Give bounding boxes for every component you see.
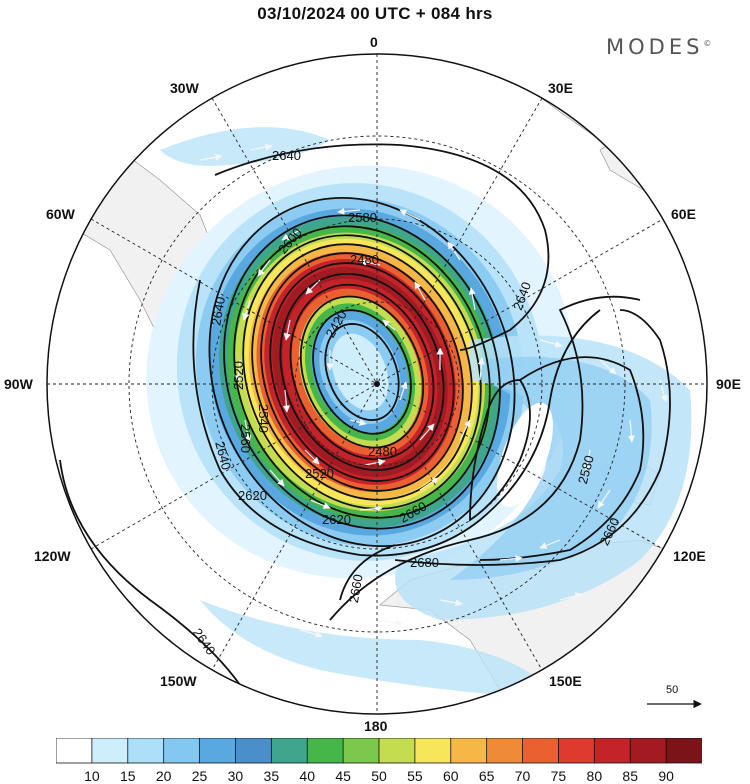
colorbar-tick-label: 20 xyxy=(155,768,172,784)
colorbar-tick-label: 85 xyxy=(622,768,639,784)
contour-label-2580: 2580 xyxy=(348,210,377,225)
brand-text: MODES xyxy=(606,35,704,59)
colorbar-swatch xyxy=(522,738,560,764)
colorbar-swatch xyxy=(593,738,631,764)
colorbar-tick-label: 30 xyxy=(227,768,244,784)
contour-label-2640-top: 2640 xyxy=(272,148,301,163)
lon-label-0: 0 xyxy=(370,34,378,50)
lon-label-30w: 30W xyxy=(170,80,199,96)
colorbar-tick-label: 70 xyxy=(514,768,531,784)
colorbar-swatch xyxy=(56,738,93,764)
map-border xyxy=(46,53,708,715)
wind-reference-label: 50 xyxy=(666,684,679,696)
lon-label-120w: 120W xyxy=(34,548,71,564)
colorbar-tick-label: 10 xyxy=(84,768,100,784)
colorbar-swatch xyxy=(306,738,344,764)
contour-label-2540: 2540 xyxy=(256,404,271,433)
colorbar-tick-label: 90 xyxy=(658,768,674,784)
contour-label-2480-bottom: 2480 xyxy=(368,444,397,459)
colorbar-swatch xyxy=(450,738,488,764)
colorbar-swatch xyxy=(629,738,667,764)
colorbar-swatch xyxy=(558,738,596,764)
height-contours xyxy=(59,143,671,701)
contour-label-2660-south: 2660 xyxy=(346,573,366,604)
contour-label-2580-inner: 2520 xyxy=(231,361,246,390)
lon-label-150w: 150W xyxy=(160,673,197,689)
wind-vectors xyxy=(199,143,668,638)
colorbar-swatch xyxy=(235,738,273,764)
colorbar-swatch xyxy=(378,738,416,764)
brand-logo: MODES© xyxy=(606,35,711,59)
colorbar-swatch xyxy=(199,738,237,764)
north-pole-marker xyxy=(374,381,380,387)
lon-label-120e: 120E xyxy=(673,548,706,564)
colorbar-tick-label: 35 xyxy=(263,768,280,784)
colorbar-tick-label: 60 xyxy=(442,768,459,784)
colorbar-swatch xyxy=(665,738,702,764)
contour-label-2640-west: 2640 xyxy=(208,295,228,326)
contour-label-2680: 2680 xyxy=(410,555,439,570)
lon-label-60e: 60E xyxy=(671,206,696,222)
secondary-wind-shading xyxy=(160,127,692,700)
contour-label-2640-sw: 2640 xyxy=(212,440,234,472)
colorbar-tick-label: 55 xyxy=(407,768,423,784)
lon-label-60w: 60W xyxy=(46,206,75,222)
colorbar-tick-label: 65 xyxy=(478,768,495,784)
lon-label-150e: 150E xyxy=(549,673,582,689)
colorbar-tick-label: 25 xyxy=(191,768,208,784)
colorbar-tick-label: 45 xyxy=(335,768,351,784)
colorbar-tick-label: 40 xyxy=(299,768,316,784)
map-title: 03/10/2024 00 UTC + 084 hrs xyxy=(257,4,493,23)
colorbar-swatch xyxy=(486,738,524,764)
contour-label-2620-left: 2620 xyxy=(238,488,267,503)
colorbar-tick-label: 75 xyxy=(550,768,567,784)
contour-label-2480-top: 2480 xyxy=(350,252,379,267)
contour-label-2560: 2560 xyxy=(238,424,253,453)
colorbar-tick-label: 50 xyxy=(371,768,387,784)
lon-label-90w: 90W xyxy=(4,376,33,392)
contour-label-2580-east: 2580 xyxy=(575,454,597,486)
colorbar-swatch xyxy=(414,738,452,764)
lon-label-180: 180 xyxy=(364,718,388,734)
colorbar-swatch xyxy=(91,738,129,764)
contour-label-2520-bottom: 2520 xyxy=(305,466,334,481)
colorbar-tick-label: 15 xyxy=(119,768,136,784)
wind-reference-vector xyxy=(647,699,702,709)
colorbar-swatch xyxy=(342,738,380,764)
colorbar-swatch xyxy=(163,738,201,764)
colorbar-swatch xyxy=(127,738,165,764)
colorbar-tick-label: 80 xyxy=(586,768,603,784)
lon-label-90e: 90E xyxy=(716,376,741,392)
brand-mark: © xyxy=(703,39,712,48)
colorbar xyxy=(56,738,702,764)
contour-label-2620-bottom: 2620 xyxy=(322,512,351,527)
lon-label-30e: 30E xyxy=(548,80,573,96)
colorbar-swatch xyxy=(270,738,308,764)
